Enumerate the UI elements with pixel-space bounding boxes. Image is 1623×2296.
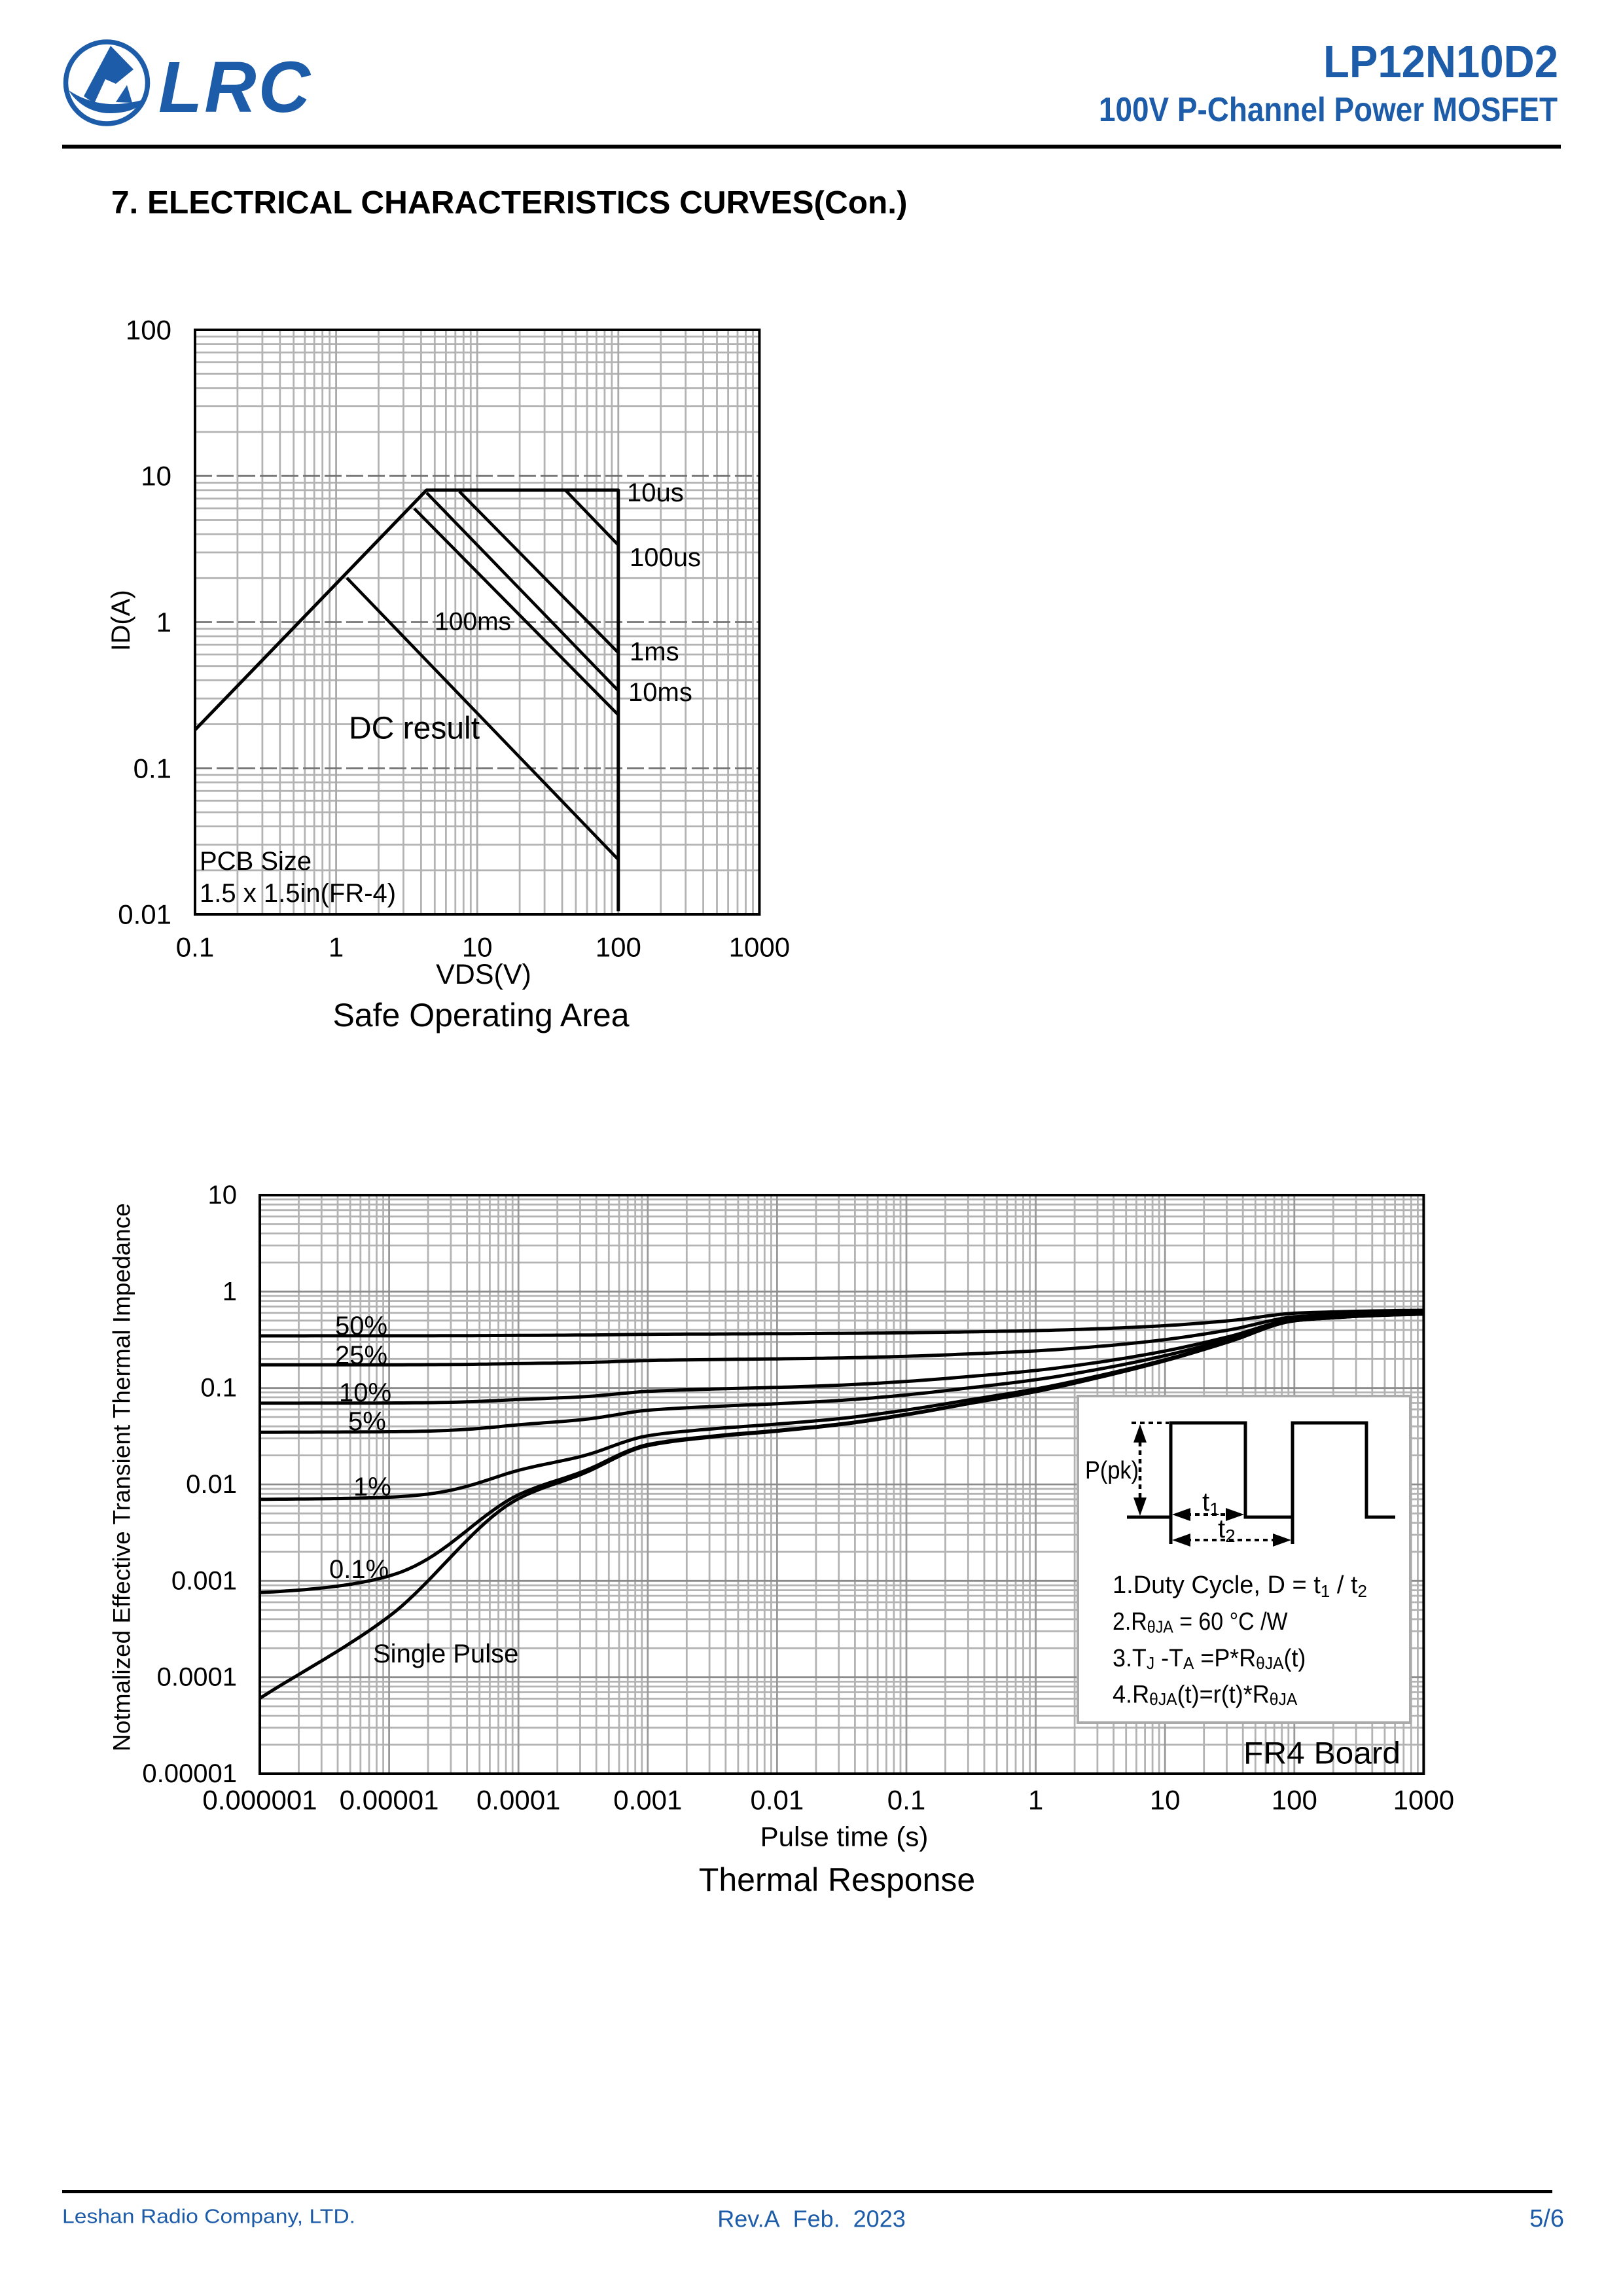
- svg-text:100V P-Channel Power MOSFET: 100V P-Channel Power MOSFET: [1099, 91, 1558, 129]
- svg-text:ID(A): ID(A): [107, 590, 135, 651]
- svg-text:1000: 1000: [729, 932, 790, 963]
- svg-text:0.1%: 0.1%: [329, 1555, 389, 1584]
- svg-text:0.001: 0.001: [613, 1785, 682, 1816]
- svg-text:0.0001: 0.0001: [476, 1785, 560, 1816]
- svg-text:LP12N10D2: LP12N10D2: [1323, 36, 1558, 87]
- svg-text:Rev.A Feb. 2023: Rev.A Feb. 2023: [717, 2206, 906, 2233]
- svg-text:1: 1: [223, 1277, 237, 1306]
- svg-text:Notmalized Effective Transient: Notmalized Effective Transient Thermal I…: [109, 1203, 135, 1751]
- svg-text:PCB Size: PCB Size: [200, 847, 312, 876]
- svg-text:2.RθJA​ = 60 °C /W: 2.RθJA​ = 60 °C /W: [1113, 1607, 1288, 1636]
- svg-text:10us: 10us: [627, 478, 684, 507]
- svg-text:1ms: 1ms: [630, 637, 679, 666]
- svg-text:VDS(V): VDS(V): [436, 959, 531, 990]
- svg-text:0.00001: 0.00001: [142, 1759, 237, 1788]
- svg-text:Leshan Radio Company, LTD.: Leshan Radio Company, LTD.: [62, 2205, 355, 2228]
- svg-text:FR4 Board: FR4 Board: [1243, 1736, 1400, 1770]
- svg-text:P(pk): P(pk): [1085, 1457, 1139, 1484]
- svg-text:1: 1: [329, 932, 344, 963]
- svg-text:10%: 10%: [339, 1378, 391, 1407]
- svg-text:LRC: LRC: [158, 47, 312, 128]
- svg-text:1000: 1000: [1393, 1785, 1454, 1816]
- svg-text:Safe Operating Area: Safe Operating Area: [332, 997, 629, 1033]
- svg-text:100ms: 100ms: [435, 608, 511, 636]
- svg-text:10ms: 10ms: [628, 678, 692, 707]
- svg-text:10: 10: [208, 1181, 238, 1210]
- svg-text:25%: 25%: [335, 1341, 387, 1370]
- svg-text:4.RθJA​(t)=r(t)*RθJA​: 4.RθJA​(t)=r(t)*RθJA​: [1113, 1679, 1297, 1709]
- svg-text:0.01: 0.01: [186, 1470, 237, 1499]
- svg-text:10: 10: [1150, 1785, 1181, 1816]
- svg-text:0.1: 0.1: [134, 753, 171, 783]
- svg-text:100us: 100us: [630, 543, 701, 572]
- svg-text:10: 10: [462, 932, 493, 963]
- svg-text:Thermal Response: Thermal Response: [699, 1861, 975, 1898]
- svg-text:0.1: 0.1: [200, 1374, 237, 1403]
- svg-text:0.001: 0.001: [171, 1566, 237, 1595]
- svg-text:1: 1: [1028, 1785, 1043, 1816]
- svg-text:7. ELECTRICAL CHARACTERISTICS: 7. ELECTRICAL CHARACTERISTICS CURVES(Con…: [111, 185, 907, 221]
- svg-text:100: 100: [126, 315, 171, 346]
- svg-text:5%: 5%: [348, 1407, 386, 1436]
- svg-text:100: 100: [1272, 1785, 1317, 1816]
- svg-text:1%: 1%: [353, 1473, 391, 1501]
- svg-text:0.00001: 0.00001: [340, 1785, 439, 1816]
- svg-text:50%: 50%: [335, 1312, 387, 1340]
- svg-text:0.0001: 0.0001: [157, 1663, 237, 1692]
- svg-text:0.01: 0.01: [751, 1785, 804, 1816]
- svg-text:Single Pulse: Single Pulse: [373, 1640, 518, 1668]
- svg-text:100: 100: [596, 932, 641, 963]
- svg-text:1.5 x 1.5in(FR-4): 1.5 x 1.5in(FR-4): [200, 879, 396, 908]
- svg-text:10: 10: [141, 461, 171, 492]
- svg-text:Pulse time (s): Pulse time (s): [760, 1821, 929, 1852]
- svg-text:5/6: 5/6: [1529, 2205, 1564, 2233]
- svg-text:0.1: 0.1: [176, 932, 214, 963]
- svg-text:1: 1: [156, 607, 171, 637]
- svg-text:DC result: DC result: [349, 711, 480, 746]
- svg-text:0.000001: 0.000001: [202, 1785, 317, 1816]
- svg-text:0.01: 0.01: [118, 899, 171, 930]
- svg-text:0.1: 0.1: [887, 1785, 925, 1816]
